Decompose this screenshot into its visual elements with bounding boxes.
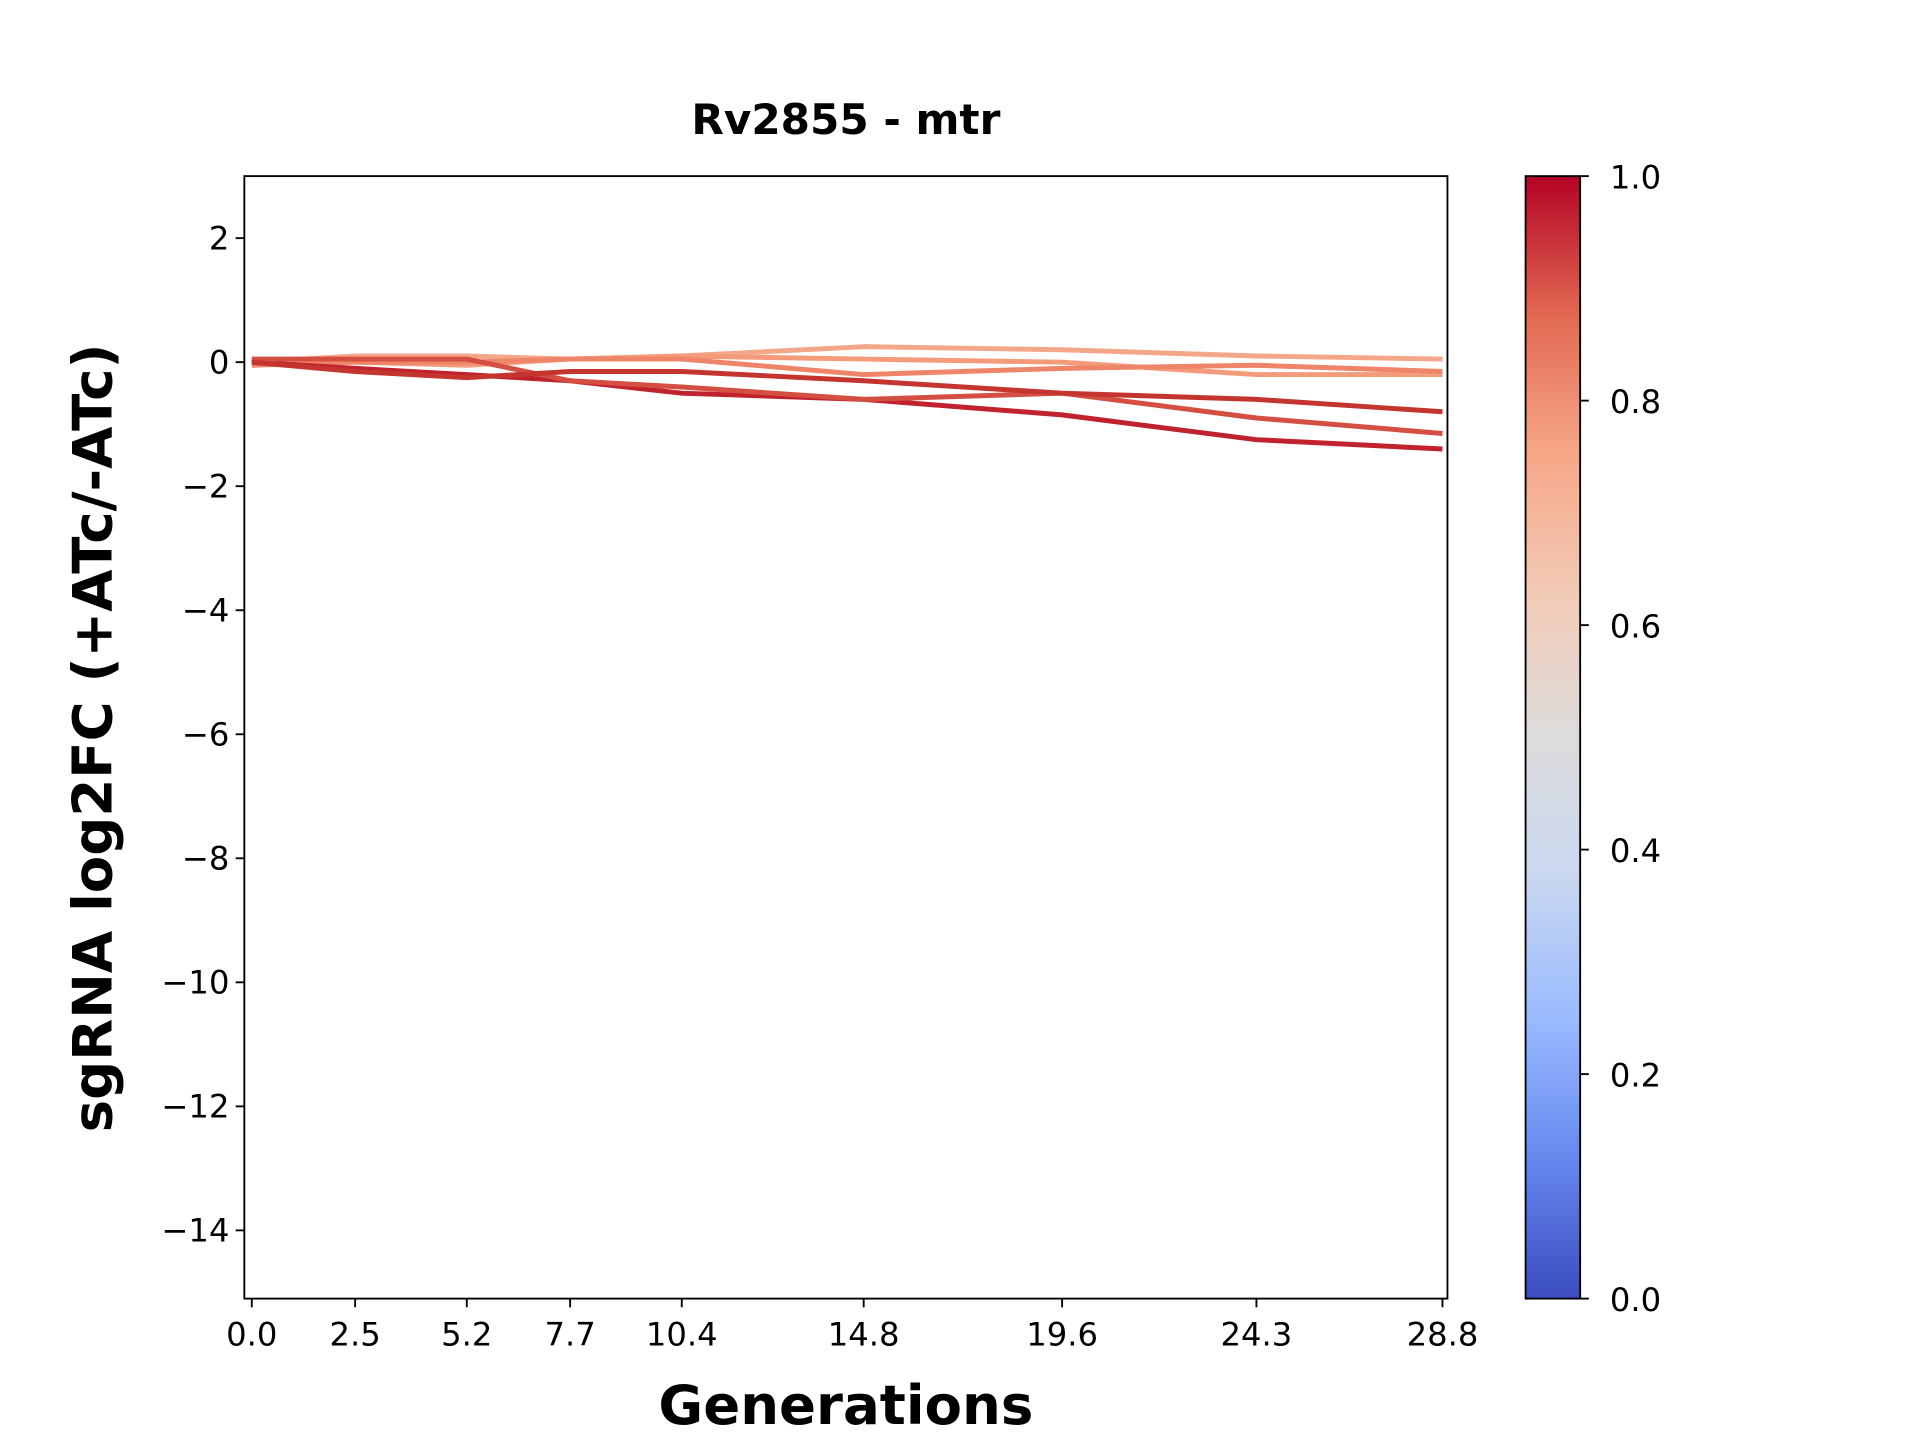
x-tick-label: 14.8 xyxy=(828,1316,900,1354)
colorbar-tick-label: 0.2 xyxy=(1610,1057,1661,1095)
x-axis-label: Generations xyxy=(658,1373,1033,1437)
x-tick-label: 0.0 xyxy=(226,1316,277,1354)
colorbar-tick-label: 0.6 xyxy=(1610,608,1661,646)
x-tick-label: 10.4 xyxy=(646,1316,718,1354)
y-tick-label: −14 xyxy=(161,1212,229,1250)
colorbar-tick-label: 0.4 xyxy=(1610,832,1661,870)
x-tick-label: 2.5 xyxy=(330,1316,381,1354)
y-tick-label: 2 xyxy=(209,219,230,257)
colorbar xyxy=(1524,175,1582,1300)
y-tick-label: −4 xyxy=(182,591,230,629)
y-tick-label: −6 xyxy=(182,715,230,753)
y-tick-label: −8 xyxy=(182,839,230,877)
colorbar-tick-label: 1.0 xyxy=(1610,159,1661,197)
colorbar-tick-label: 0.8 xyxy=(1610,383,1661,421)
chart-title: Rv2855 - mtr xyxy=(691,95,1000,144)
y-axis-label: sgRNA log2FC (+ATc/-ATc) xyxy=(61,344,125,1133)
y-tick-label: 0 xyxy=(209,343,230,381)
x-tick-label: 19.6 xyxy=(1026,1316,1098,1354)
colorbar-tick-label: 0.0 xyxy=(1610,1281,1661,1319)
x-tick-label: 28.8 xyxy=(1407,1316,1479,1354)
y-tick-label: −2 xyxy=(182,467,230,505)
plot-frame xyxy=(243,175,1449,1300)
line xyxy=(251,359,1443,452)
y-tick-label: −10 xyxy=(161,963,229,1001)
x-tick-label: 24.3 xyxy=(1221,1316,1293,1354)
line xyxy=(251,356,1443,378)
x-tick-label: 7.7 xyxy=(544,1316,595,1354)
line xyxy=(251,356,1443,436)
y-tick-label: −12 xyxy=(161,1088,229,1126)
x-tick-label: 5.2 xyxy=(441,1316,492,1354)
line xyxy=(251,359,1443,415)
